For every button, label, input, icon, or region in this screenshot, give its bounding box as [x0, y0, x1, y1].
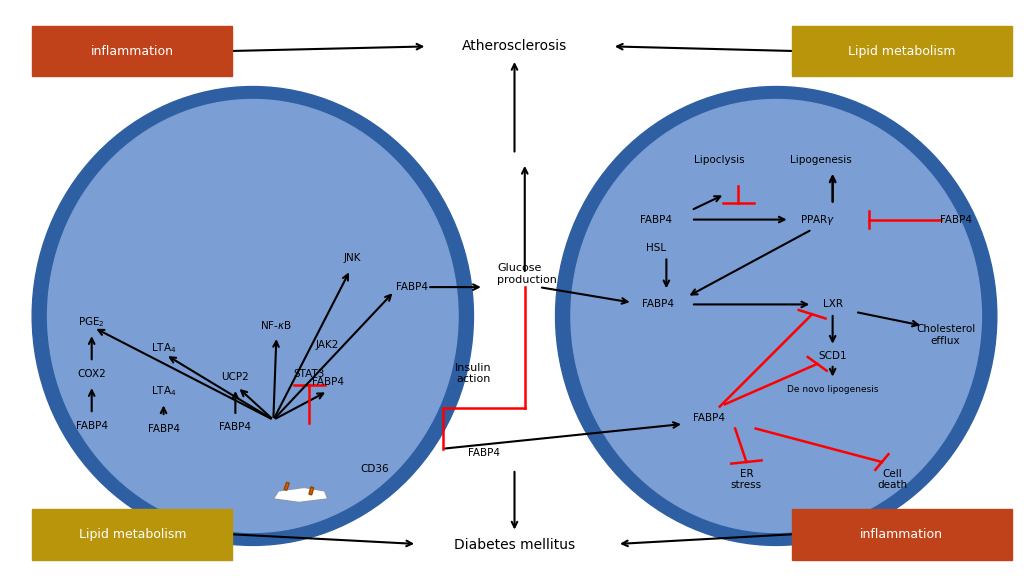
Ellipse shape [571, 100, 982, 532]
Text: COX2: COX2 [77, 369, 106, 379]
FancyBboxPatch shape [32, 509, 233, 560]
Text: JNK: JNK [344, 253, 361, 263]
FancyBboxPatch shape [791, 26, 1013, 77]
Text: CD36: CD36 [360, 464, 389, 474]
Text: inflammation: inflammation [92, 45, 174, 57]
Text: De novo lipogenesis: De novo lipogenesis [787, 385, 879, 394]
Text: SCD1: SCD1 [818, 351, 847, 361]
Text: HSL: HSL [646, 244, 666, 253]
Text: FABP4: FABP4 [147, 423, 179, 433]
Text: LTA$_4$: LTA$_4$ [151, 384, 176, 398]
Text: PGE$_2$: PGE$_2$ [78, 315, 105, 329]
Text: Lipid metabolism: Lipid metabolism [79, 528, 186, 541]
FancyBboxPatch shape [32, 26, 233, 77]
Text: Glucose
production: Glucose production [497, 263, 557, 285]
Polygon shape [284, 482, 289, 490]
Text: FABP4: FABP4 [694, 413, 725, 423]
Text: FABP4: FABP4 [396, 282, 428, 292]
Text: Cell
death: Cell death [877, 469, 908, 490]
FancyBboxPatch shape [791, 509, 1013, 560]
Text: Insulin
action: Insulin action [455, 363, 492, 385]
Text: ER
stress: ER stress [731, 469, 762, 490]
Text: Lipid metabolism: Lipid metabolism [848, 45, 955, 57]
Text: STAT3: STAT3 [293, 369, 325, 379]
Ellipse shape [32, 86, 473, 545]
Text: PPAR$\gamma$: PPAR$\gamma$ [800, 213, 835, 227]
Text: Atherosclerosis: Atherosclerosis [462, 39, 567, 53]
Text: FABP4: FABP4 [76, 420, 108, 430]
Polygon shape [309, 487, 314, 495]
Text: FABP4: FABP4 [219, 422, 251, 432]
Polygon shape [274, 487, 327, 502]
Text: LXR: LXR [822, 299, 843, 310]
Text: JAK2: JAK2 [316, 340, 340, 350]
Text: FABP4: FABP4 [640, 215, 672, 224]
Ellipse shape [556, 86, 997, 545]
Ellipse shape [47, 100, 458, 532]
Text: LTA$_4$: LTA$_4$ [151, 341, 176, 354]
Text: UCP2: UCP2 [221, 372, 249, 382]
Text: FABP4: FABP4 [642, 299, 674, 310]
Text: Diabetes mellitus: Diabetes mellitus [454, 538, 575, 552]
Text: FABP4: FABP4 [468, 448, 500, 458]
Text: Lipoclysis: Lipoclysis [695, 155, 745, 165]
Text: FABP4: FABP4 [312, 378, 344, 387]
Text: Cholesterol
efflux: Cholesterol efflux [916, 324, 975, 346]
Text: FABP4: FABP4 [939, 215, 971, 224]
Text: Lipogenesis: Lipogenesis [789, 155, 851, 165]
Text: NF-$\kappa$B: NF-$\kappa$B [260, 318, 292, 331]
Text: inflammation: inflammation [860, 528, 943, 541]
